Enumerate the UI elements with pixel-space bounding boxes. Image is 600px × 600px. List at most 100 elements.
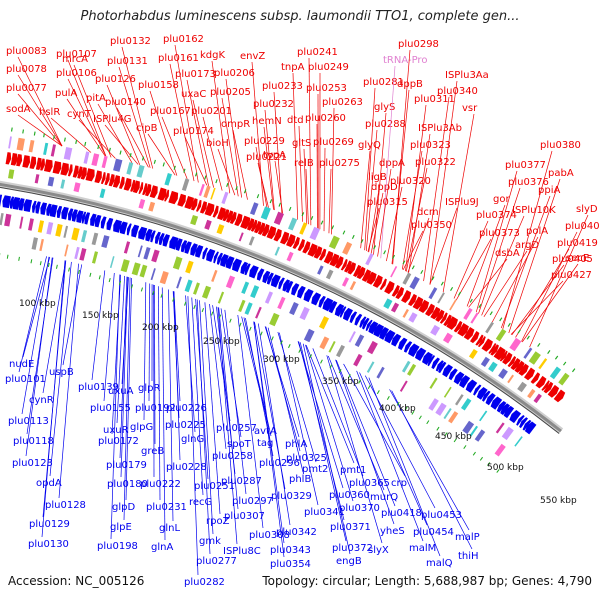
feature-block <box>499 350 508 362</box>
feature-block <box>431 357 440 370</box>
forward-gene-label: plu0132 <box>110 36 151 47</box>
feature-block <box>210 187 216 200</box>
track-tick <box>119 150 122 155</box>
forward-leader-line <box>511 264 565 336</box>
feature-block <box>266 272 274 285</box>
feature-block <box>270 274 281 288</box>
feature-block <box>136 164 145 178</box>
forward-gene-label: plu0320 <box>390 176 431 187</box>
forward-gene-label: plu0263 <box>322 97 363 108</box>
reverse-gene-label: uxuR <box>103 425 129 436</box>
track-tick <box>89 272 92 277</box>
feature-block <box>80 167 87 180</box>
feature-block <box>348 331 356 343</box>
feature-block <box>256 268 265 281</box>
feature-block <box>190 198 198 211</box>
track-tick <box>338 369 342 374</box>
feature-block <box>213 251 219 264</box>
scale-label: 150 kbp <box>82 311 119 321</box>
feature-block <box>119 176 125 189</box>
track-tick <box>47 262 50 268</box>
feature-block <box>488 361 498 373</box>
track-tick <box>472 451 476 456</box>
forward-leader-line <box>453 220 489 299</box>
track-tick <box>239 322 242 327</box>
feature-block <box>507 374 514 384</box>
feature-block <box>206 248 216 263</box>
feature-block <box>323 250 334 264</box>
forward-gene-label: typA <box>263 150 286 161</box>
feature-block <box>130 179 136 192</box>
reverse-gene-label: malQ <box>426 558 453 569</box>
feature-block <box>288 217 298 231</box>
reverse-gene-label: plu0453 <box>421 510 462 521</box>
feature-block <box>528 351 541 365</box>
track-tick <box>426 420 430 425</box>
reverse-gene-label: plu0277 <box>196 556 237 567</box>
feature-block <box>296 285 306 299</box>
feature-block <box>106 217 114 231</box>
track-tick <box>97 144 100 150</box>
track-tick <box>489 311 493 316</box>
forward-gene-label: plu0221 <box>246 152 287 163</box>
track-tick <box>172 297 175 302</box>
feature-block <box>261 224 270 237</box>
feature-block <box>292 236 300 249</box>
reverse-gene-label: plu0192 <box>135 403 176 414</box>
feature-block <box>414 347 427 362</box>
reverse-gene-label: glpR <box>138 383 160 394</box>
forward-gene-label: plu0249 <box>308 62 349 73</box>
reverse-leader-line <box>335 360 396 507</box>
feature-block <box>9 196 15 209</box>
forward-leader-line <box>365 129 378 252</box>
reverse-leader-line <box>356 370 424 542</box>
forward-leader-line <box>104 124 139 165</box>
track-tick <box>547 350 551 354</box>
track-tick <box>298 348 301 353</box>
feature-block <box>266 225 277 240</box>
backbone-arc <box>0 182 562 433</box>
forward-leader-line <box>161 116 188 180</box>
forward-gene-label: plu0322 <box>415 157 456 168</box>
feature-block <box>248 236 255 246</box>
track-tick <box>486 462 491 466</box>
feature-block <box>402 308 409 318</box>
feature-block <box>429 377 438 389</box>
reverse-gene-label: glnL <box>159 523 180 534</box>
reverse-leader-line <box>125 277 133 501</box>
reverse-leader-line <box>21 256 50 415</box>
feature-block <box>318 295 326 308</box>
forward-leader-line <box>386 186 403 262</box>
forward-leader-line <box>331 107 335 235</box>
forward-leader-line <box>515 248 570 338</box>
reverse-gene-label: plu0325 <box>286 453 327 464</box>
reverse-gene-label: plu0231 <box>146 502 187 513</box>
forward-leader-line <box>521 231 578 342</box>
feature-block <box>60 162 69 176</box>
feature-block <box>538 358 548 370</box>
reverse-leader-line <box>173 291 181 402</box>
track-tick <box>210 311 214 316</box>
track-tick <box>367 384 371 389</box>
forward-leader-line <box>308 57 312 226</box>
feature-block <box>365 253 374 266</box>
feature-block <box>225 275 236 289</box>
forward-leader-line <box>274 160 284 214</box>
track-tick <box>373 245 377 250</box>
reverse-leader-line <box>41 260 66 538</box>
feature-block <box>482 390 491 402</box>
forward-leader-line <box>232 129 248 200</box>
feature-block <box>260 206 271 220</box>
reverse-leader-line <box>154 284 156 445</box>
track-tick <box>140 287 144 292</box>
feature-block <box>34 174 40 184</box>
feature-block <box>448 411 459 424</box>
reverse-gene-label: plu0113 <box>8 416 49 427</box>
feature-block <box>175 238 183 251</box>
track-tick <box>63 137 66 142</box>
feature-block <box>523 367 536 381</box>
feature-block <box>4 213 12 227</box>
feature-block <box>212 205 219 218</box>
reverse-gene-label: plu0287 <box>221 476 262 487</box>
feature-block <box>2 195 11 209</box>
